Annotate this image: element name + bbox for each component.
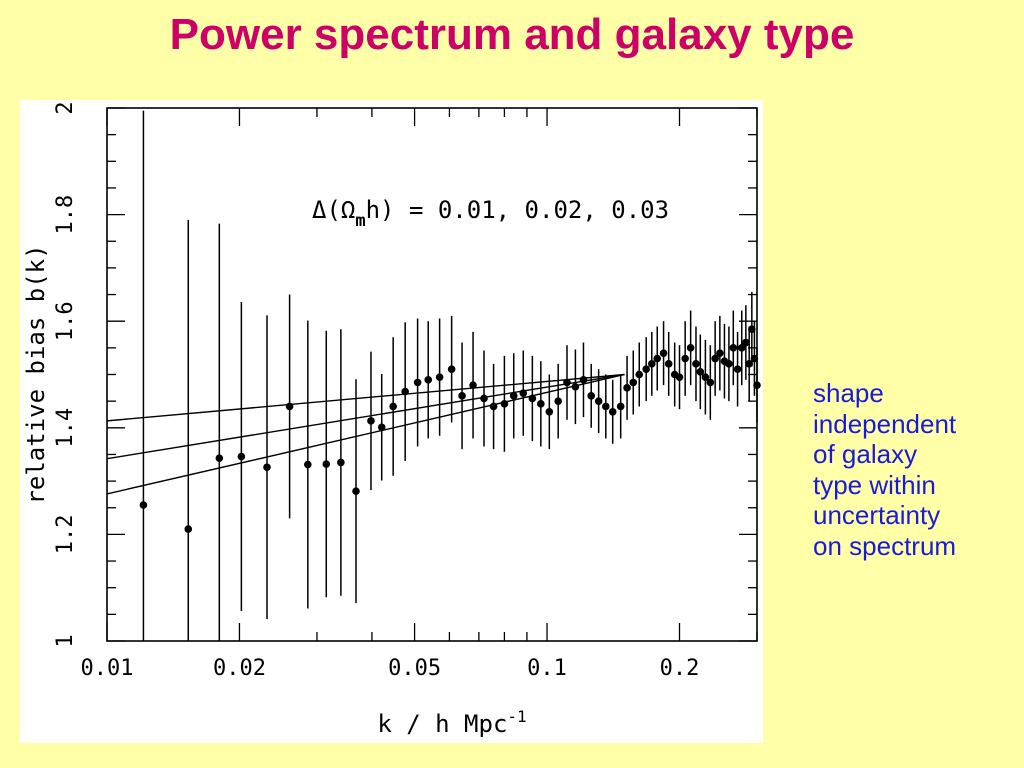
side-note-line: independent xyxy=(813,408,957,439)
side-note-line: type within xyxy=(813,469,936,500)
x-tick-label: 0.01 xyxy=(81,656,134,681)
model-line xyxy=(106,373,625,460)
data-point xyxy=(711,354,719,363)
data-point xyxy=(447,365,456,373)
data-point xyxy=(748,325,756,333)
data-point xyxy=(616,402,625,411)
error-bars-layer xyxy=(142,110,758,641)
chart-figure: 0.01 0.02 0.05 0.1 0.2 1 1.2 1.4 1.6 1.8 2 k / h Mp… xyxy=(20,100,763,743)
y-axis-label: relative bias b(k) xyxy=(22,244,50,504)
data-point xyxy=(571,382,580,391)
data-point xyxy=(458,392,466,400)
slide-title: Power spectrum and galaxy type xyxy=(169,10,855,59)
y-tick-label: 1 xyxy=(53,634,78,647)
data-point xyxy=(696,368,705,376)
data-point xyxy=(435,373,444,381)
data-point xyxy=(750,354,759,363)
model-line xyxy=(106,373,625,422)
side-note-line: uncertainty xyxy=(813,500,941,530)
data-point xyxy=(545,408,554,416)
data-point xyxy=(139,501,148,509)
x-axis-label: k / h Mpc-1 xyxy=(377,707,526,738)
data-point xyxy=(587,392,596,400)
data-point xyxy=(594,397,603,405)
data-point xyxy=(237,452,246,461)
data-point xyxy=(733,365,742,373)
model-lines-layer xyxy=(106,373,625,495)
data-point xyxy=(285,402,294,411)
data-point xyxy=(701,373,710,381)
data-point xyxy=(608,408,617,416)
data-point xyxy=(554,397,562,405)
y-tick-label: 2 xyxy=(53,101,78,114)
y-tick-label: 1.6 xyxy=(53,301,78,341)
data-point xyxy=(635,370,644,379)
model-line xyxy=(106,373,625,495)
axes-layer xyxy=(106,107,758,642)
x-tick-label: 0.1 xyxy=(527,656,567,681)
data-point xyxy=(563,378,571,387)
data-point xyxy=(377,423,386,432)
data-point xyxy=(737,344,746,352)
data-point xyxy=(509,392,518,400)
data-point xyxy=(745,360,753,368)
data-point xyxy=(528,394,537,403)
data-point xyxy=(686,344,695,352)
x-tick-label: 0.02 xyxy=(213,656,266,681)
data-point xyxy=(659,349,668,357)
data-point xyxy=(480,394,488,403)
x-axis-label-exponent: -1 xyxy=(507,707,526,726)
data-point xyxy=(322,460,331,468)
y-tick-label: 1.2 xyxy=(53,515,78,555)
data-point xyxy=(653,354,662,363)
data-point xyxy=(489,402,498,411)
data-point xyxy=(537,400,545,408)
data-point xyxy=(367,417,375,425)
data-point xyxy=(337,458,345,467)
data-point xyxy=(602,402,610,411)
data-point xyxy=(706,378,715,387)
data-point xyxy=(675,373,684,381)
data-point xyxy=(692,360,700,368)
data-point xyxy=(647,360,656,368)
data-point xyxy=(753,381,761,389)
x-tick-label: 0.2 xyxy=(660,656,700,681)
data-points-layer xyxy=(139,325,761,533)
data-point xyxy=(500,400,509,408)
data-point xyxy=(352,487,360,496)
data-point xyxy=(304,460,312,469)
y-tick-label: 1.4 xyxy=(53,408,78,448)
data-point xyxy=(642,365,650,373)
x-tick-label: 0.05 xyxy=(388,656,441,681)
data-point xyxy=(681,354,689,363)
plot-frame xyxy=(106,107,758,642)
annotation-label: Δ(Ωmh) = 0.01, 0.02, 0.03 xyxy=(312,196,669,231)
data-point xyxy=(413,378,422,387)
side-note-line: of galaxy xyxy=(813,439,918,469)
side-note: shape independent of galaxy type within … xyxy=(813,378,1018,561)
y-tick-label: 1.8 xyxy=(53,195,78,235)
labels-layer: 0.01 0.02 0.05 0.1 0.2 1 1.2 1.4 1.6 1.8 2 k / h Mp… xyxy=(22,101,699,738)
data-point xyxy=(424,376,433,384)
data-point xyxy=(579,376,588,384)
data-point xyxy=(729,344,738,352)
data-point xyxy=(389,402,397,411)
data-point xyxy=(184,525,193,533)
data-point xyxy=(716,349,724,357)
side-note-line: shape xyxy=(813,378,884,408)
data-point xyxy=(469,381,477,389)
data-point xyxy=(623,384,631,392)
data-point xyxy=(519,389,528,397)
data-point xyxy=(725,360,733,368)
data-point xyxy=(401,387,409,396)
data-point xyxy=(629,378,638,387)
data-point xyxy=(263,463,271,472)
data-point xyxy=(664,360,673,368)
data-point xyxy=(215,454,224,462)
data-point xyxy=(742,338,750,347)
side-note-line: on spectrum xyxy=(813,530,957,561)
bias-chart: 0.01 0.02 0.05 0.1 0.2 1 1.2 1.4 1.6 1.8 2 k / h Mp… xyxy=(22,101,761,738)
